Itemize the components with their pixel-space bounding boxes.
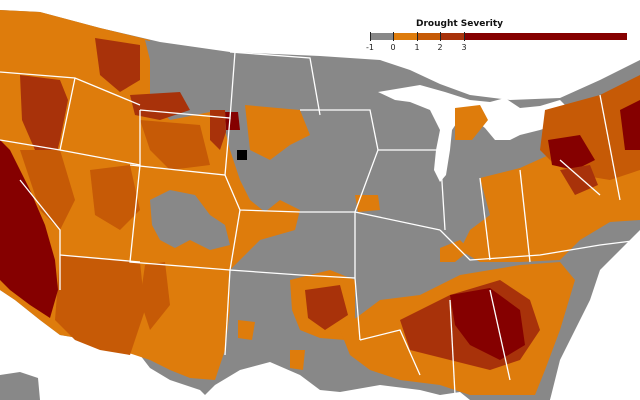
legend-tick [440, 32, 441, 41]
legend-segment-none [370, 33, 393, 40]
drought-arizona-d1 [55, 255, 145, 355]
drought-wyoming-d1 [140, 120, 210, 170]
drought-idaho-d2 [95, 38, 140, 92]
drought-newengland-d3 [620, 100, 640, 150]
great-lakes [378, 85, 570, 182]
mexico-gray [0, 372, 40, 400]
no-drought-montana-east [145, 40, 205, 95]
drought-alabama-georgia-d3 [450, 288, 525, 360]
legend-tick [464, 32, 465, 41]
legend-segment-d3 [464, 33, 627, 40]
drought-california-d3 [0, 140, 58, 318]
legend: Drought Severity -1 0 1 2 3 [360, 14, 640, 54]
legend-title: Drought Severity [416, 19, 504, 29]
drought-utah-d1 [90, 165, 140, 230]
legend-segment-d0 [393, 33, 417, 40]
no-drought-colorado [150, 190, 230, 250]
drought-sd-d2 [210, 110, 226, 150]
legend-tick-label: -1 [366, 43, 374, 52]
legend-segment-d1 [417, 33, 440, 40]
highlighted-county-black [237, 150, 247, 160]
drought-newyork-d3 [548, 135, 595, 170]
drought-oregon-d2 [20, 75, 68, 160]
drought-sd-d3 [225, 112, 240, 130]
drought-newmexico-d1 [140, 262, 170, 330]
legend-tick-label: 0 [390, 43, 396, 52]
drought-nebraska-d0 [245, 105, 310, 160]
drought-iowa-spot [355, 195, 380, 212]
legend-color-bar [370, 33, 627, 40]
legend-segment-d2 [440, 33, 464, 40]
legend-tick-label: 3 [461, 43, 467, 52]
legend-tick-label: 1 [414, 43, 420, 52]
legend-tick [370, 32, 371, 41]
state-borders [0, 51, 640, 396]
gulf-of-mexico [200, 362, 470, 400]
drought-texas-spots [238, 320, 305, 370]
drought-michigan-d0 [455, 105, 488, 140]
drought-pennsylvania-d2 [560, 165, 598, 195]
drought-oklahoma-d2 [305, 285, 348, 330]
legend-tick [393, 32, 394, 41]
legend-tick-label: 2 [437, 43, 443, 52]
legend-tick [417, 32, 418, 41]
drought-nevada-d1 [20, 150, 75, 230]
atlantic-ocean [550, 230, 640, 400]
